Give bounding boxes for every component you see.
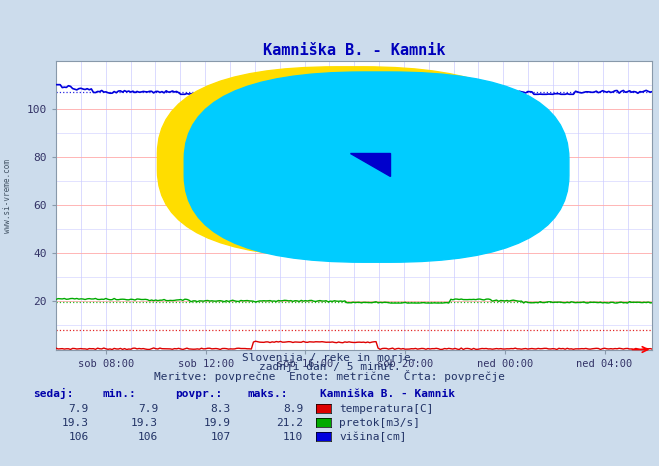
Text: 8.9: 8.9	[283, 404, 303, 414]
FancyBboxPatch shape	[158, 67, 542, 257]
Text: 110: 110	[283, 432, 303, 442]
Text: Slovenija / reke in morje.: Slovenija / reke in morje.	[242, 353, 417, 363]
Text: sedaj:: sedaj:	[33, 388, 73, 399]
Text: povpr.:: povpr.:	[175, 389, 222, 399]
Text: www.si-vreme.com: www.si-vreme.com	[176, 197, 532, 230]
Text: Kamniška B. - Kamnik: Kamniška B. - Kamnik	[320, 389, 455, 399]
Text: 107: 107	[210, 432, 231, 442]
Text: 7.9: 7.9	[138, 404, 158, 414]
Text: 8.3: 8.3	[210, 404, 231, 414]
Text: temperatura[C]: temperatura[C]	[339, 404, 434, 414]
Text: 7.9: 7.9	[69, 404, 89, 414]
Text: www.si-vreme.com: www.si-vreme.com	[3, 159, 13, 233]
Title: Kamniška B. - Kamnik: Kamniška B. - Kamnik	[263, 43, 445, 58]
Text: 21.2: 21.2	[276, 418, 303, 428]
Text: 106: 106	[69, 432, 89, 442]
Polygon shape	[350, 153, 390, 176]
Text: 19.3: 19.3	[131, 418, 158, 428]
Text: višina[cm]: višina[cm]	[339, 432, 407, 442]
Text: 106: 106	[138, 432, 158, 442]
Text: zadnji dan / 5 minut.: zadnji dan / 5 minut.	[258, 363, 401, 372]
Text: maks.:: maks.:	[247, 389, 287, 399]
Text: 19.3: 19.3	[62, 418, 89, 428]
Text: min.:: min.:	[102, 389, 136, 399]
FancyBboxPatch shape	[185, 72, 569, 262]
Text: 19.9: 19.9	[204, 418, 231, 428]
Text: Meritve: povprečne  Enote: metrične  Črta: povprečje: Meritve: povprečne Enote: metrične Črta:…	[154, 370, 505, 382]
Text: pretok[m3/s]: pretok[m3/s]	[339, 418, 420, 428]
